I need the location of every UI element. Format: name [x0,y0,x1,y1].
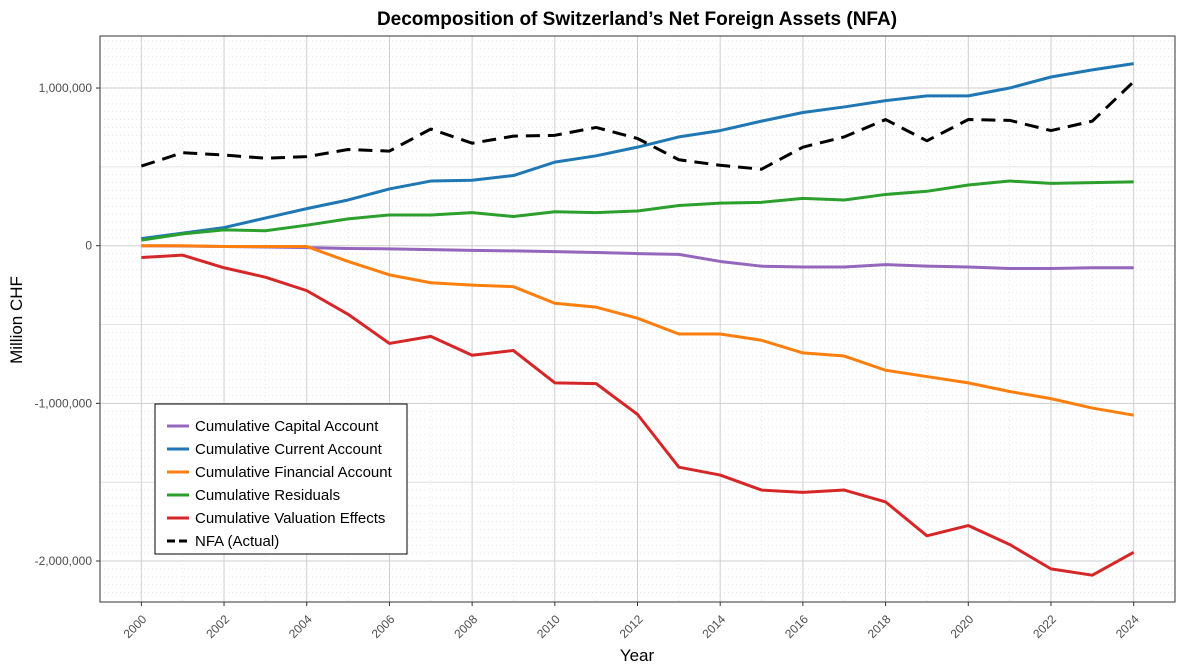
legend-label: Cumulative Valuation Effects [195,510,385,527]
x-tick-label: 2000 [121,612,150,641]
x-axis-ticks: 2000 2002 2004 2006 2008 2010 2012 2014 2016 2018… [121,602,1142,641]
x-tick-label: 2012 [617,612,646,641]
legend-box [154,403,408,555]
x-tick-label: 2010 [534,612,563,641]
x-tick-label: 2024 [1113,612,1142,641]
y-tick-label: 1,000,000 [39,81,93,95]
x-tick-label: 2008 [451,612,480,641]
y-tick-label: 0 [85,239,92,253]
y-axis-ticks: -2,000,000 -1,000,000 0 1,000,000 [35,81,100,568]
x-tick-label: 2022 [1030,612,1059,641]
legend-label: Cumulative Financial Account [195,464,393,481]
series-line-2 [141,62,1134,241]
legend-label: NFA (Actual) [195,533,279,550]
legend-label: Cumulative Residuals [195,487,340,504]
legend-label: Cumulative Current Account [195,441,383,458]
series-line-6 [140,80,1135,171]
series-lines [140,62,1135,577]
x-tick-label: 2018 [865,612,894,641]
series-line-3 [141,244,1134,417]
y-tick-label: -2,000,000 [35,554,93,568]
legend-label: Cumulative Capital Account [195,418,379,435]
x-tick-label: 2016 [782,612,811,641]
y-tick-label: -1,000,000 [35,396,93,410]
x-tick-label: 2006 [369,612,398,641]
series-line-4 [141,179,1134,242]
x-tick-label: 2004 [286,612,315,641]
chart-title: Decomposition of Switzerland’s Net Forei… [377,9,897,30]
x-axis-title: Year [620,646,655,665]
y-axis-title: Million CHF [7,276,26,364]
x-tick-label: 2020 [948,612,977,641]
legend: Cumulative Capital Account Cumulative Cur… [154,403,408,555]
series-line-5 [141,253,1135,577]
x-tick-label: 2002 [203,612,232,641]
x-tick-label: 2014 [699,612,728,641]
